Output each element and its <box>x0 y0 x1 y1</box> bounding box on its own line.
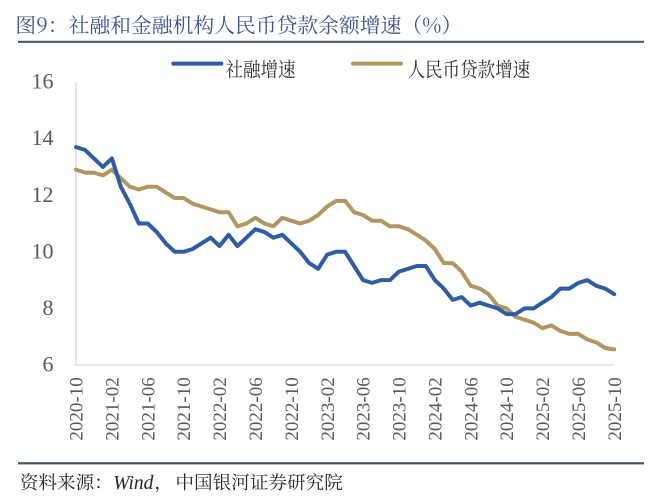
svg-text:2021-02: 2021-02 <box>103 377 124 440</box>
svg-text:14: 14 <box>32 125 54 150</box>
svg-text:2022-06: 2022-06 <box>246 377 267 440</box>
svg-text:2022-02: 2022-02 <box>210 377 231 440</box>
svg-text:8: 8 <box>43 295 54 320</box>
svg-text:2023-06: 2023-06 <box>354 377 375 440</box>
svg-text:2024-10: 2024-10 <box>497 377 518 440</box>
svg-text:2020-10: 2020-10 <box>67 377 88 440</box>
svg-text:2024-02: 2024-02 <box>425 377 446 440</box>
svg-text:2022-10: 2022-10 <box>282 377 303 440</box>
svg-text:2023-02: 2023-02 <box>318 377 339 440</box>
svg-text:Wind: Wind <box>113 473 153 494</box>
svg-text:2025-02: 2025-02 <box>533 377 554 440</box>
svg-text:12: 12 <box>32 182 54 207</box>
svg-text:10: 10 <box>32 238 54 263</box>
svg-text:2025-06: 2025-06 <box>569 377 590 440</box>
svg-text:16: 16 <box>32 69 54 94</box>
svg-text:2023-10: 2023-10 <box>390 377 411 440</box>
svg-text:2024-06: 2024-06 <box>461 377 482 440</box>
svg-text:2021-10: 2021-10 <box>174 377 195 440</box>
svg-text:6: 6 <box>43 352 54 377</box>
svg-text:2021-06: 2021-06 <box>138 377 159 440</box>
svg-text:2025-10: 2025-10 <box>605 377 626 440</box>
